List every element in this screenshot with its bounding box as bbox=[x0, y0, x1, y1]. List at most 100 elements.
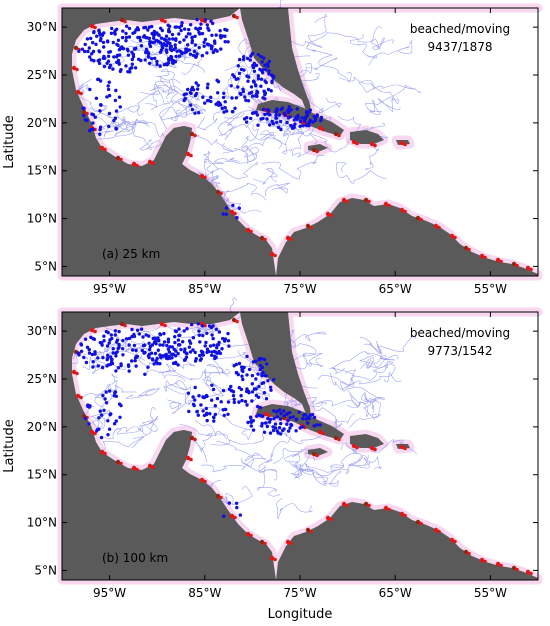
moving-particle bbox=[175, 49, 179, 53]
beached-particle bbox=[419, 521, 423, 526]
moving-particle bbox=[113, 116, 118, 120]
moving-particle bbox=[230, 96, 234, 100]
moving-particle bbox=[179, 24, 184, 28]
moving-particle bbox=[297, 410, 301, 414]
moving-particle bbox=[148, 44, 153, 49]
moving-particle bbox=[107, 80, 111, 84]
moving-particle bbox=[90, 52, 94, 56]
beached-particle bbox=[449, 233, 455, 239]
moving-particle bbox=[247, 367, 252, 372]
trajectory-line bbox=[125, 387, 161, 399]
moving-particle bbox=[209, 99, 213, 104]
moving-particle bbox=[113, 30, 117, 35]
moving-particle bbox=[237, 206, 241, 210]
beached-particle bbox=[399, 511, 405, 517]
moving-particle bbox=[109, 412, 113, 416]
moving-particle bbox=[287, 107, 291, 111]
trajectory-line bbox=[270, 111, 287, 132]
moving-particle bbox=[194, 55, 198, 59]
beached-particle bbox=[333, 131, 339, 137]
moving-particle bbox=[99, 435, 104, 440]
beached-particle bbox=[245, 227, 251, 233]
moving-particle bbox=[279, 107, 283, 112]
y-tick-label: 30°N bbox=[27, 20, 57, 34]
beached-particle bbox=[189, 131, 195, 137]
moving-particle bbox=[171, 37, 175, 41]
moving-particle bbox=[310, 412, 315, 417]
moving-particle bbox=[264, 397, 269, 401]
y-tick-label: 5°N bbox=[34, 563, 57, 577]
moving-particle bbox=[135, 355, 139, 359]
moving-particle bbox=[113, 98, 118, 103]
moving-particle bbox=[238, 513, 242, 517]
moving-particle bbox=[234, 501, 239, 505]
trajectory-line bbox=[218, 123, 282, 149]
moving-particle bbox=[158, 50, 163, 54]
beached-particle bbox=[355, 445, 359, 450]
moving-particle bbox=[166, 347, 170, 351]
moving-particle bbox=[215, 346, 219, 350]
moving-particle bbox=[173, 43, 177, 47]
moving-particle bbox=[201, 95, 205, 99]
moving-particle bbox=[107, 65, 112, 70]
beached-particle bbox=[399, 207, 405, 213]
moving-particle bbox=[94, 42, 98, 46]
moving-particle bbox=[105, 95, 109, 99]
trajectory-line bbox=[284, 454, 309, 479]
moving-particle bbox=[80, 47, 85, 51]
beached-particle bbox=[415, 519, 421, 525]
moving-particle bbox=[137, 332, 142, 336]
moving-particle bbox=[244, 98, 248, 103]
moving-particle bbox=[200, 53, 205, 58]
moving-particle bbox=[140, 348, 145, 353]
trajectory-line bbox=[198, 162, 259, 180]
moving-particle bbox=[181, 340, 185, 344]
moving-particle bbox=[240, 365, 244, 369]
moving-particle bbox=[116, 38, 121, 42]
moving-particle bbox=[194, 26, 198, 30]
moving-particle bbox=[197, 111, 201, 115]
beached-particle bbox=[433, 527, 439, 533]
moving-particle bbox=[93, 350, 97, 354]
moving-particle bbox=[218, 351, 223, 356]
moving-particle bbox=[243, 399, 248, 404]
moving-particle bbox=[223, 34, 227, 38]
moving-particle bbox=[256, 77, 261, 81]
moving-particle bbox=[256, 52, 260, 57]
beached-particle bbox=[73, 45, 79, 51]
moving-particle bbox=[226, 400, 231, 404]
moving-particle bbox=[191, 336, 196, 340]
moving-particle bbox=[250, 373, 255, 378]
moving-particle bbox=[202, 40, 206, 44]
beached-particle bbox=[499, 259, 503, 264]
moving-particle bbox=[225, 109, 229, 113]
moving-particle bbox=[258, 367, 262, 372]
y-tick-label: 25°N bbox=[27, 372, 57, 386]
moving-particle bbox=[302, 413, 306, 417]
x-tick-label: 85°W bbox=[188, 282, 221, 296]
moving-particle bbox=[254, 94, 258, 98]
moving-particle bbox=[159, 36, 164, 40]
beached-particle bbox=[467, 551, 471, 556]
moving-particle bbox=[255, 113, 260, 117]
beached-particle bbox=[321, 127, 325, 132]
trajectory-line bbox=[289, 460, 304, 479]
moving-particle bbox=[300, 116, 304, 120]
moving-particle bbox=[83, 416, 88, 420]
beached-particle bbox=[85, 111, 89, 116]
moving-particle bbox=[224, 212, 228, 216]
moving-particle bbox=[162, 331, 166, 336]
moving-particle bbox=[195, 87, 200, 91]
moving-particle bbox=[116, 366, 121, 370]
moving-particle bbox=[130, 62, 134, 66]
trajectory-line bbox=[223, 189, 262, 214]
moving-particle bbox=[82, 355, 86, 360]
moving-particle bbox=[114, 351, 118, 355]
trajectory-line bbox=[377, 96, 401, 113]
moving-particle bbox=[285, 120, 289, 125]
beached-particle bbox=[159, 321, 165, 327]
beached-particle bbox=[479, 253, 485, 259]
moving-particle bbox=[125, 24, 129, 28]
moving-particle bbox=[162, 340, 167, 344]
moving-particle bbox=[246, 420, 250, 425]
